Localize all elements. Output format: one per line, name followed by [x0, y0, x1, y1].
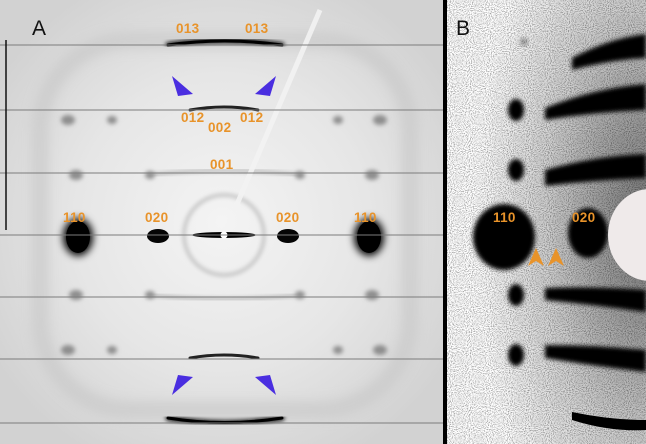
reflection-110-b: [473, 204, 535, 270]
label-020-left: 020: [145, 210, 169, 225]
label-013-right: 013: [245, 21, 269, 36]
panel-divider: [443, 0, 447, 444]
label-012-left: 012: [181, 110, 205, 125]
reflection-020-left: [147, 229, 169, 243]
panel-b-streaks: [473, 34, 646, 431]
label-020-right: 020: [276, 210, 300, 225]
beam-stop-shaft: [223, 9, 323, 231]
label-002: 002: [208, 120, 232, 135]
panel-a-letter: A: [32, 17, 47, 40]
blue-arrowheads: [172, 76, 276, 395]
arrowhead-icon: [255, 76, 276, 96]
label-110-b: 110: [493, 210, 516, 225]
label-013-left: 013: [176, 21, 200, 36]
scan-lines: [0, 44, 444, 424]
label-110-left: 110: [63, 210, 86, 225]
reflection-020-b: [568, 208, 608, 258]
label-020-b: 020: [572, 210, 596, 225]
label-001: 001: [210, 157, 234, 172]
arrowhead-icon: [528, 248, 544, 266]
panel-b-letter: B: [456, 17, 471, 40]
arrowhead-icon: [172, 76, 193, 96]
orange-arrowheads: [528, 248, 564, 266]
label-012-right: 012: [240, 110, 264, 125]
arrowhead-icon: [548, 248, 564, 266]
label-110-right: 110: [354, 210, 377, 225]
panel-a: [0, 0, 444, 444]
panel-b: [447, 0, 646, 444]
beam-stop-b: [608, 189, 646, 281]
arrowhead-icon: [172, 375, 193, 395]
reflection-020-right: [277, 229, 299, 243]
arrowhead-icon: [255, 375, 276, 395]
equatorial-reflections: [63, 193, 384, 277]
